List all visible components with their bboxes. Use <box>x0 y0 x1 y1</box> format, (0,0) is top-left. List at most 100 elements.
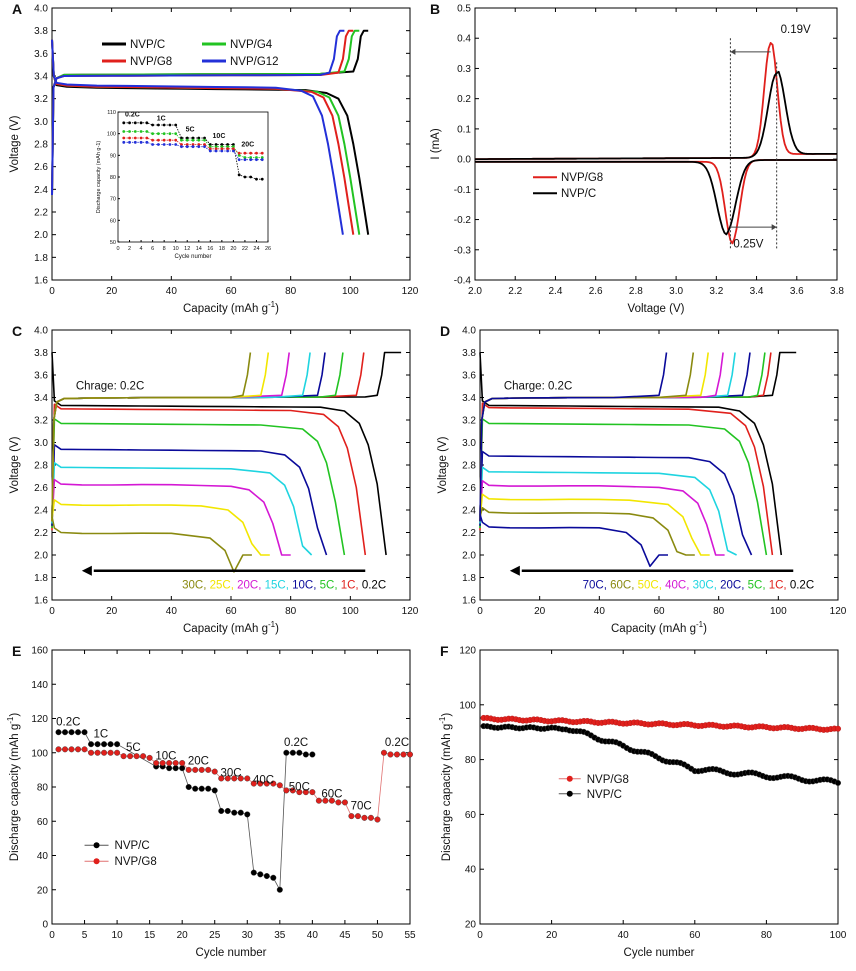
inset-point-NVP/C <box>156 123 160 127</box>
x-axis-label: Capacity (mAh g-1) <box>183 300 279 315</box>
discharge-curve-40C <box>479 480 725 556</box>
discharge-curve-0.2C <box>479 352 783 556</box>
plot-frame <box>51 329 411 601</box>
legend-label-NVP/G12: NVP/G12 <box>230 56 279 68</box>
legend-marker-NVP/C <box>566 790 573 797</box>
y-tick-label: 2.2 <box>34 528 48 539</box>
inset-point-NVP/G12 <box>139 140 143 144</box>
arrowhead-top <box>730 48 736 55</box>
rate-point-NVP/C <box>94 741 101 748</box>
rate-label-10C: 10C <box>155 751 176 763</box>
discharge-curve-10C <box>51 444 328 556</box>
inset-point-NVP/G8 <box>226 147 230 151</box>
x-tick-label: 100 <box>830 930 847 941</box>
x-tick-label: 80 <box>761 930 773 941</box>
inset-point-NVP/G8 <box>249 151 253 155</box>
inset-point-NVP/G8 <box>214 147 218 151</box>
inset-point-NVP/G12 <box>174 143 178 146</box>
inset-point-NVP/G12 <box>214 149 218 153</box>
y-tick-label: 3.2 <box>34 416 48 427</box>
panel-E: 0 5 10 15 20 25 30 35 40 45 50 55 0 20 40 60 80 100 120 140… <box>6 643 416 959</box>
inset-point-NVP/G12 <box>243 158 247 162</box>
rate-point-NVP/G8 <box>348 813 355 820</box>
charge-curve-5C <box>479 352 766 522</box>
rate-point-NVP/C <box>114 741 121 748</box>
rate-point-NVP/C <box>107 741 114 748</box>
inset-point-NVP/G4 <box>203 138 206 142</box>
y-axis-label: Discharge capacity (mAh g-1) <box>6 713 21 862</box>
y-tick-label: 1.8 <box>462 573 476 584</box>
discharge-curve-50C <box>479 493 710 556</box>
y-tick-label: 2.6 <box>462 483 476 494</box>
rate-point-NVP/G8 <box>198 766 205 773</box>
x-tick-label: 3.6 <box>790 286 804 297</box>
inset-point-NVP/G8 <box>145 136 149 140</box>
inset-point-NVP/G8 <box>203 143 206 146</box>
x-tick-label: 50 <box>372 930 384 941</box>
rate-point-NVP/G8 <box>315 797 322 804</box>
cycle-point-NVP/G8 <box>835 725 842 732</box>
rate-point-NVP/G8 <box>120 753 127 760</box>
legend-label-NVP/G4: NVP/G4 <box>230 39 273 51</box>
rate-legend-text: 70C, 60C, 50C, 40C, 30C, 20C, 5C, 1C, 0.… <box>583 579 814 591</box>
inset-point-NVP/G8 <box>208 147 212 151</box>
inset-point-NVP/G4 <box>174 132 178 136</box>
inset-point-NVP/G4 <box>260 156 264 159</box>
x-tick-label: 3.8 <box>830 286 844 297</box>
inset-point-NVP/G8 <box>174 138 178 142</box>
x-tick-label: 35 <box>274 930 286 941</box>
rate-point-NVP/C <box>166 765 173 772</box>
inset-point-NVP/G4 <box>145 130 149 133</box>
x-tick-label: 80 <box>285 606 297 617</box>
x-tick-label: 0 <box>477 606 483 617</box>
rate-point-NVP/C <box>289 749 296 756</box>
y-tick-label: 20 <box>465 920 477 931</box>
x-tick-label: 45 <box>339 930 351 941</box>
rate-legend-text: 30C, 25C, 20C, 15C, 10C, 5C, 1C, 0.2C <box>182 579 386 591</box>
y-tick-label: 2.4 <box>34 506 48 517</box>
y-tick-label: 100 <box>459 700 476 711</box>
rate-point-NVP/G8 <box>192 766 199 773</box>
rate-point-NVP/G8 <box>380 749 387 756</box>
rate-point-NVP/G8 <box>185 766 192 773</box>
x-tick-label: 60 <box>653 606 665 617</box>
rate-point-NVP/G8 <box>205 766 212 773</box>
rate-point-NVP/G8 <box>107 749 114 756</box>
inset-point-NVP/G4 <box>214 145 218 149</box>
inset-point-NVP/G8 <box>237 151 241 155</box>
inset-point-NVP/G8 <box>156 138 160 142</box>
rate-point-NVP/G8 <box>341 799 348 806</box>
rate-point-NVP/C <box>211 787 218 794</box>
rate-point-NVP/G8 <box>140 753 147 760</box>
rate-point-NVP/G8 <box>302 789 309 796</box>
x-tick-label: 20 <box>546 930 558 941</box>
rate-point-NVP/G8 <box>224 775 231 782</box>
legend-label-NVP/C: NVP/C <box>115 840 150 852</box>
x-tick-label: 2.8 <box>629 286 643 297</box>
panel-label: E <box>12 643 21 659</box>
x-axis-label: Capacity (mAh g-1) <box>183 620 279 635</box>
inset-y-tick-label: 50 <box>110 240 116 246</box>
inset-point-NVP/G4 <box>180 138 183 142</box>
cv-oxidation-NVP/G8 <box>475 42 837 160</box>
charge-curve-30C <box>51 352 252 522</box>
y-tick-label: 120 <box>459 646 476 657</box>
cycle-point-NVP/C <box>835 779 842 786</box>
x-tick-label: 80 <box>713 606 725 617</box>
y-tick-label: 1.6 <box>34 276 48 287</box>
x-tick-label: 10 <box>112 930 124 941</box>
charge-curve-50C <box>479 352 709 522</box>
charge-curve-0.2C <box>479 351 797 522</box>
rate-point-NVP/C <box>192 785 199 792</box>
legend-label-NVP/G8: NVP/G8 <box>130 56 172 68</box>
inset-point-NVP/C <box>203 136 206 140</box>
y-tick-label: 2.4 <box>34 185 48 196</box>
y-tick-label: 3.0 <box>34 438 48 449</box>
inset-point-NVP/G4 <box>139 130 143 133</box>
discharge-curve-NVP/G8 <box>51 39 355 235</box>
inset-x-tick-label: 22 <box>242 246 248 252</box>
x-tick-label: 40 <box>307 930 319 941</box>
inset-point-NVP/G12 <box>255 158 258 162</box>
x-tick-label: 120 <box>402 606 419 617</box>
